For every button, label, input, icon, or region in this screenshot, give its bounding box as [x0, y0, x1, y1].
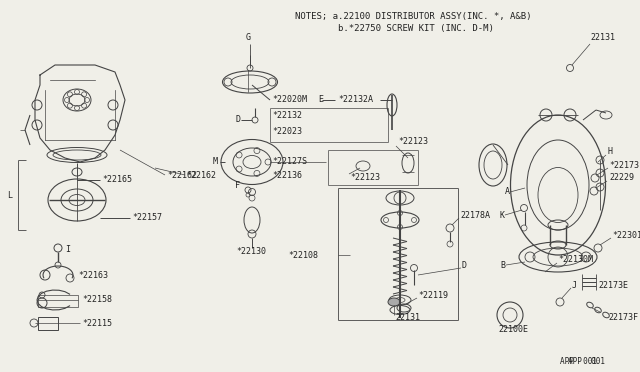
Text: *22132: *22132: [272, 110, 302, 119]
Text: *22163: *22163: [78, 270, 108, 279]
Text: *22115: *22115: [82, 318, 112, 327]
Text: *22132A: *22132A: [338, 96, 373, 105]
Text: APP  001: APP 001: [568, 357, 605, 366]
Text: A: A: [505, 187, 510, 196]
Text: *22130M: *22130M: [558, 256, 593, 264]
Text: *22123: *22123: [350, 173, 380, 183]
Text: 22131: 22131: [590, 33, 615, 42]
Text: *22162: *22162: [186, 170, 216, 180]
Text: D: D: [236, 115, 241, 125]
Ellipse shape: [386, 191, 414, 205]
Bar: [38, 295, 78, 307]
Text: *22165: *22165: [102, 176, 132, 185]
Text: *22130: *22130: [236, 247, 266, 257]
Text: L: L: [7, 190, 12, 199]
Text: *22119: *22119: [418, 291, 448, 299]
Text: *22162: *22162: [167, 170, 197, 180]
Text: B: B: [500, 260, 505, 269]
Text: E: E: [318, 96, 323, 105]
Text: H: H: [607, 148, 612, 157]
Text: J: J: [572, 280, 577, 289]
Text: F: F: [235, 180, 240, 189]
Text: 22100E: 22100E: [498, 326, 528, 334]
Text: *22158: *22158: [82, 295, 112, 305]
Text: *22173: *22173: [609, 160, 639, 170]
Text: I: I: [65, 246, 70, 254]
Text: 22229: 22229: [609, 173, 634, 183]
Text: *22108: *22108: [288, 250, 318, 260]
Text: *22020M: *22020M: [272, 96, 307, 105]
Text: 22178A: 22178A: [460, 211, 490, 219]
Text: M: M: [213, 157, 218, 167]
Text: APP  001: APP 001: [560, 357, 597, 366]
Text: 22173E: 22173E: [598, 280, 628, 289]
Text: b.*22750 SCREW KIT (INC. D-M): b.*22750 SCREW KIT (INC. D-M): [295, 23, 494, 32]
Bar: [38, 317, 58, 330]
Text: *22123: *22123: [398, 138, 428, 147]
Text: *22127S: *22127S: [272, 157, 307, 167]
Text: *22301: *22301: [612, 231, 640, 240]
Text: K: K: [500, 211, 505, 219]
Text: G: G: [246, 33, 251, 42]
Text: D: D: [462, 260, 467, 269]
Text: 22173F: 22173F: [608, 314, 638, 323]
Text: *22023: *22023: [272, 128, 302, 137]
Ellipse shape: [388, 298, 400, 306]
Text: 22131: 22131: [395, 314, 420, 323]
Text: NOTES; a.22100 DISTRIBUTOR ASSY(INC. *, A&B): NOTES; a.22100 DISTRIBUTOR ASSY(INC. *, …: [295, 12, 531, 20]
Text: *22136: *22136: [272, 170, 302, 180]
Text: *22157: *22157: [132, 214, 162, 222]
